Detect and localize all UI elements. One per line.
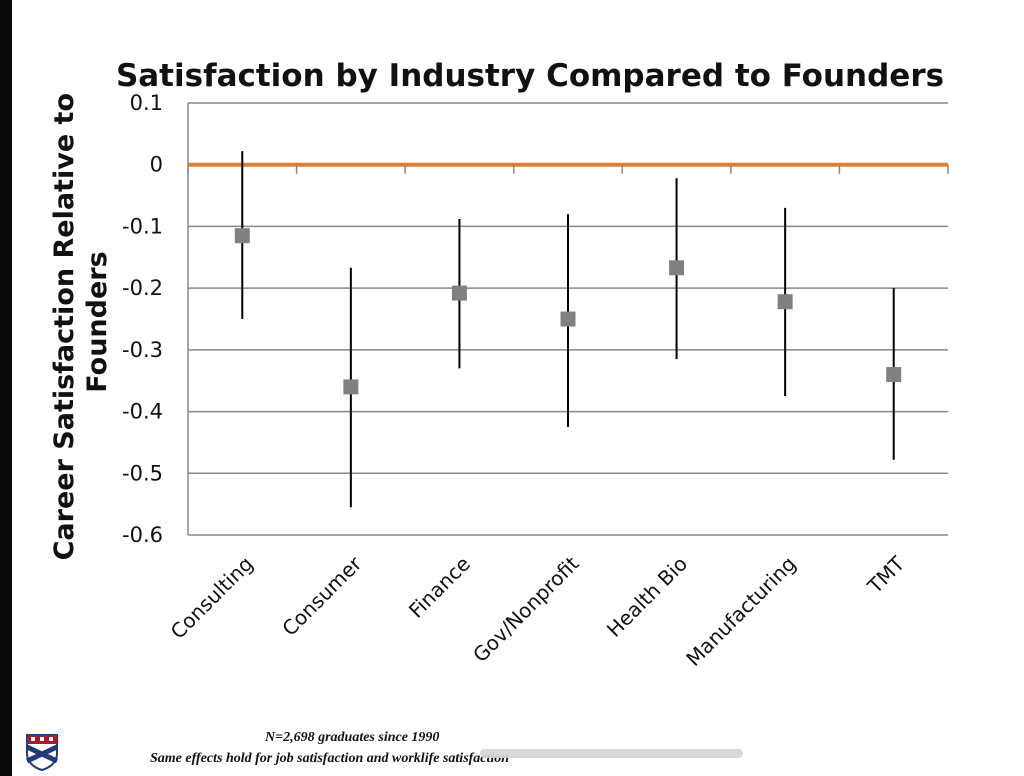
sample-size-note: N=2,698 graduates since 1990	[265, 730, 440, 745]
x-tick-label: Consulting	[166, 552, 258, 644]
x-tick-label: Consumer	[277, 551, 367, 641]
y-tick-label: -0.5	[122, 461, 163, 485]
y-tick-label: -0.6	[122, 523, 163, 547]
y-tick-label: -0.1	[122, 214, 163, 238]
x-tick-label: Manufacturing	[681, 552, 800, 671]
data-series	[234, 151, 902, 508]
x-tick-label: Gov/Nonprofit	[468, 551, 584, 667]
y-axis-label: Career Satisfaction Relative to Founders	[49, 84, 113, 561]
data-point	[560, 311, 576, 327]
y-tick-label: -0.2	[122, 276, 163, 300]
horizontal-scrollbar[interactable]	[480, 749, 743, 758]
data-point	[343, 379, 359, 395]
left-edge-bar	[0, 0, 12, 776]
chart-title: Satisfaction by Industry Compared to Fou…	[116, 58, 944, 94]
data-point	[234, 228, 250, 244]
y-axis-ticks: 0.1 0 -0.1 -0.2 -0.3 -0.4 -0.5 -0.6	[122, 91, 163, 547]
data-point	[777, 294, 793, 310]
y-tick-label: 0	[150, 153, 163, 177]
robustness-note: Same effects hold for job satisfaction a…	[150, 751, 510, 766]
x-tick-label: TMT	[862, 551, 910, 599]
x-tick-label: Finance	[404, 552, 475, 623]
data-point	[886, 367, 902, 383]
data-point	[669, 260, 685, 276]
y-tick-label: -0.4	[122, 400, 163, 424]
x-tick-label: Health Bio	[602, 552, 692, 642]
reference-line-group	[187, 162, 949, 174]
university-shield-icon	[25, 734, 59, 771]
y-tick-label: 0.1	[130, 91, 163, 115]
data-point	[451, 285, 467, 301]
y-tick-label: -0.3	[122, 338, 163, 362]
